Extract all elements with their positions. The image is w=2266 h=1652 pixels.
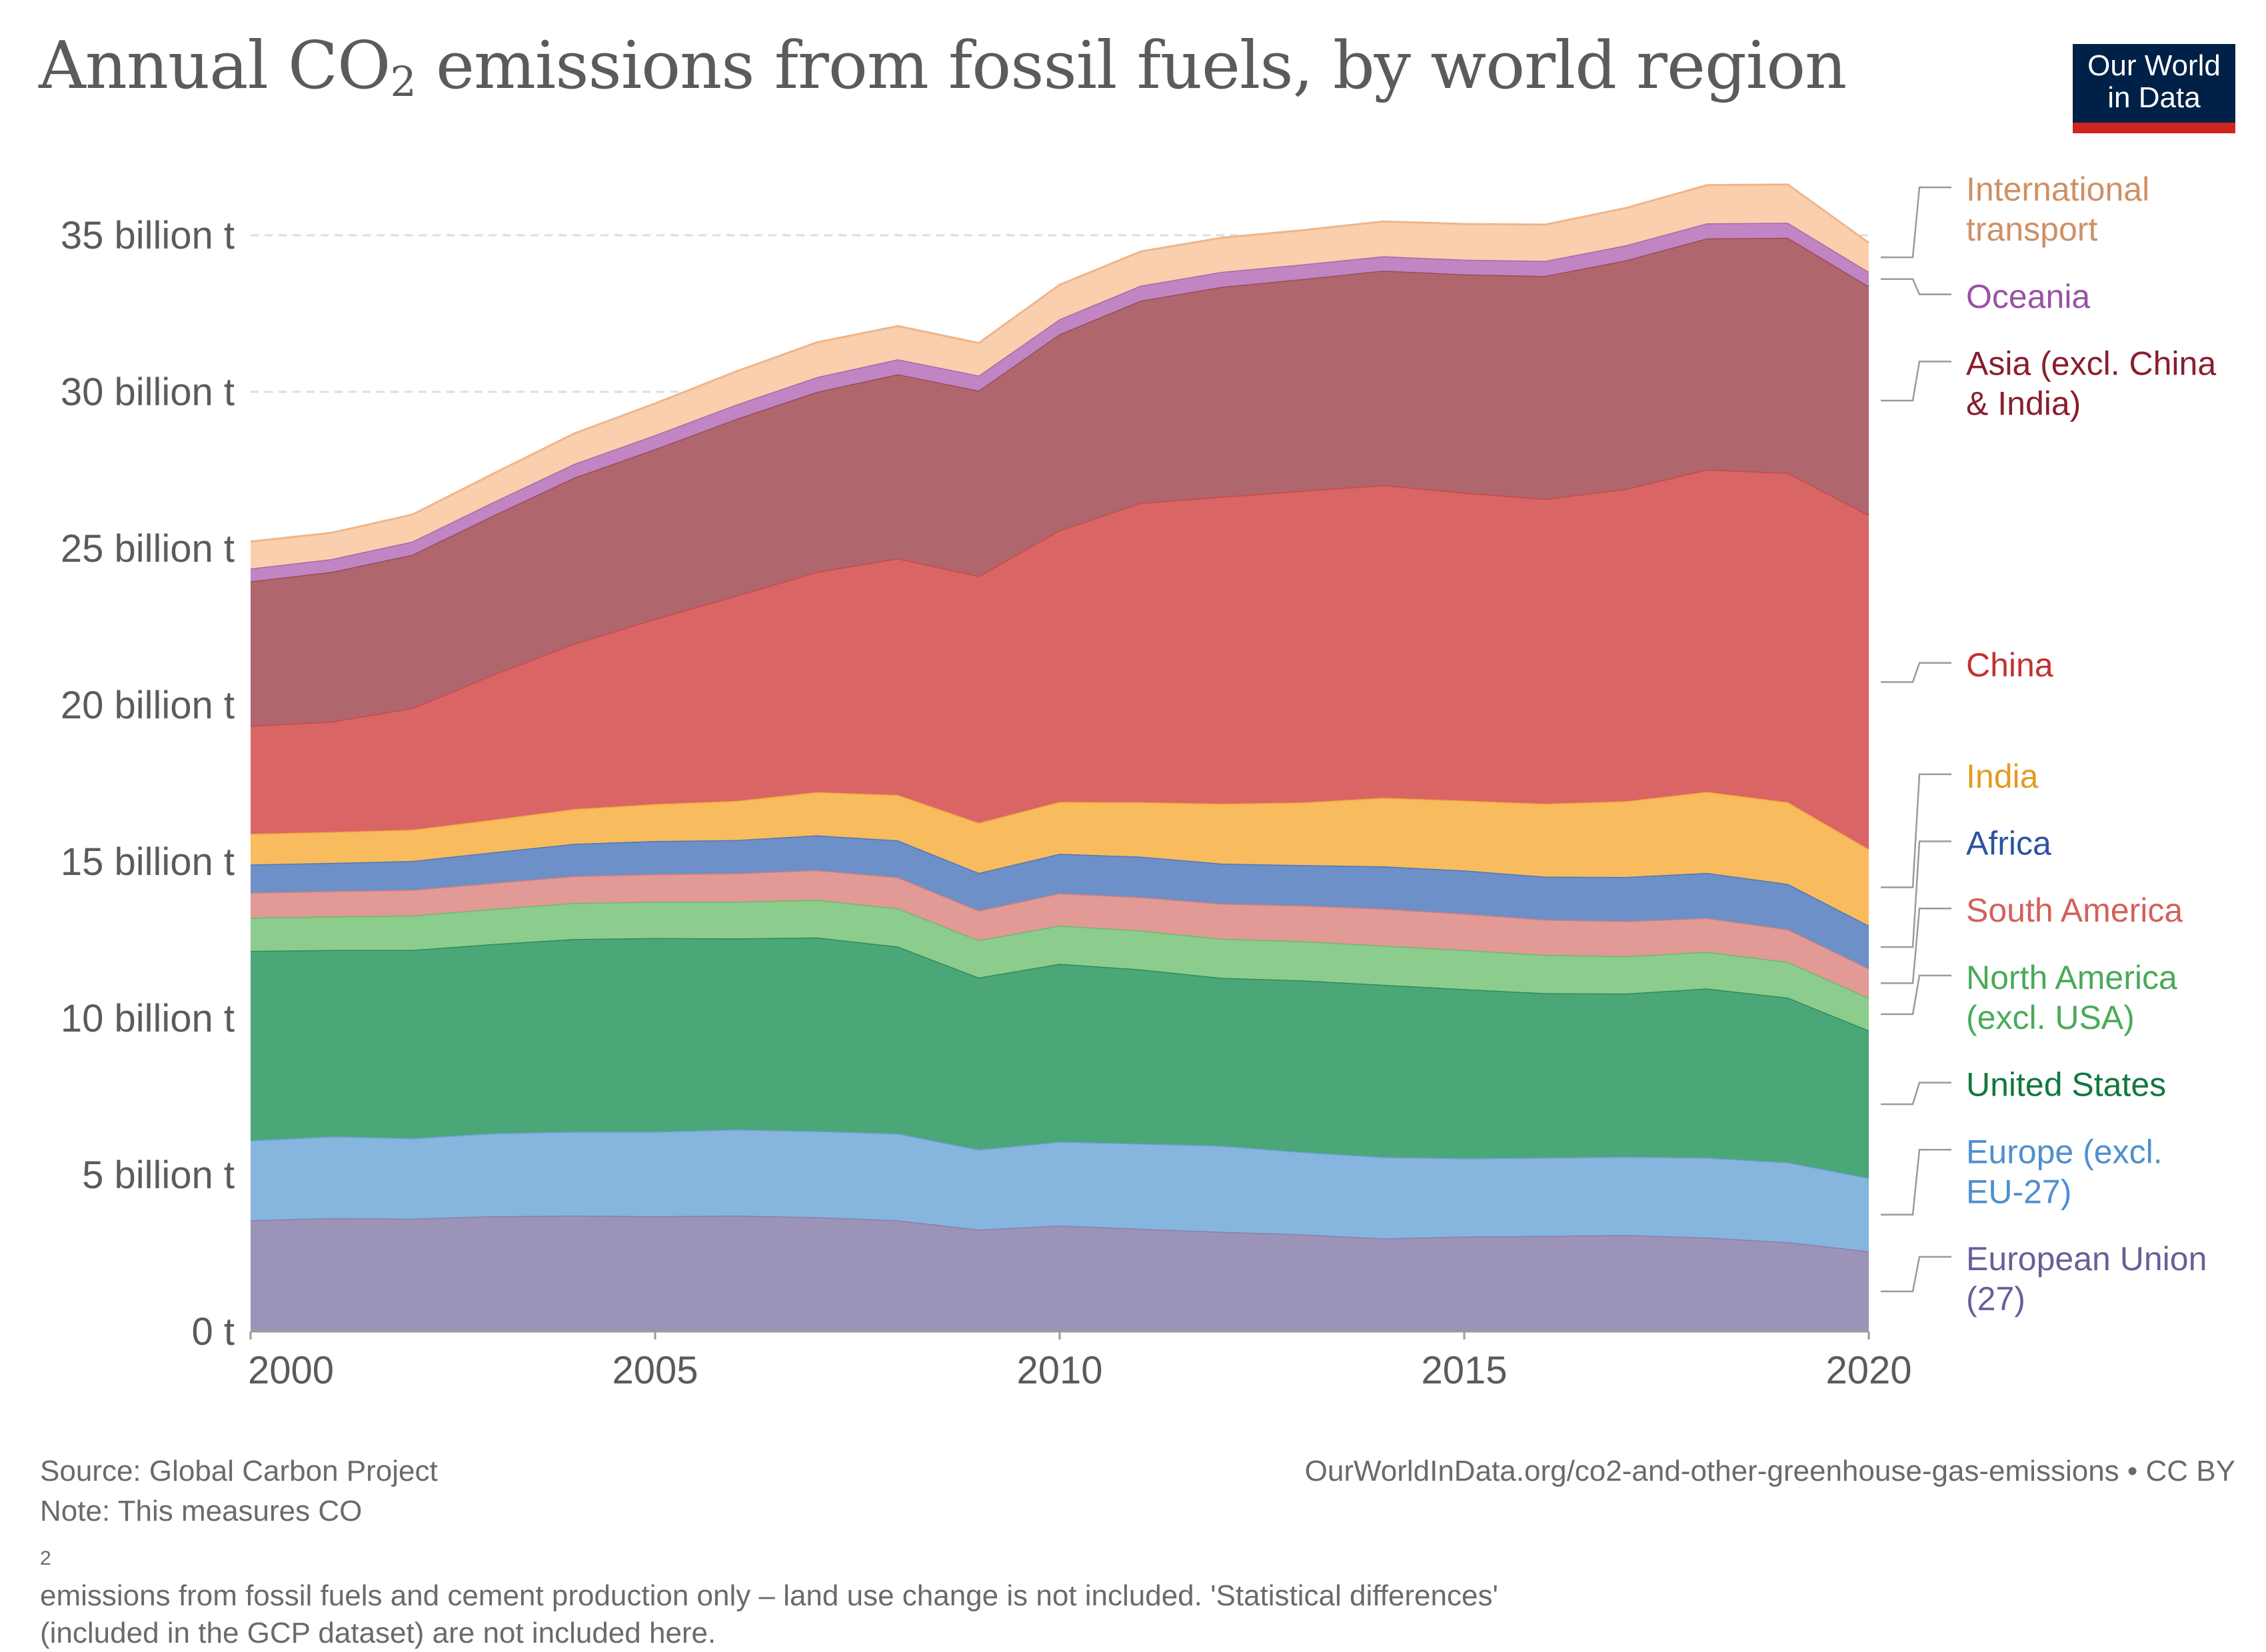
label-connector-china: [1881, 662, 1951, 683]
x-tick-label-2015: 2015: [1421, 1349, 1507, 1392]
footnote-line-2: (included in the GCP dataset) are not in…: [40, 1616, 716, 1649]
area-united-states[interactable]: [251, 937, 1869, 1178]
area-africa[interactable]: [251, 835, 1869, 969]
label-connector-europe-excl-eu-27: [1881, 1149, 1951, 1216]
series-label-europe-excl-eu-27: Europe (excl.: [1966, 1133, 2163, 1170]
footnote: Note: This measures CO 2 emissions from f…: [40, 1493, 1498, 1652]
axes: 0 t 5 billion t 10 billion t 15 billion t 20…: [61, 214, 1912, 1392]
y-tick-label-30: 30 billion t: [61, 371, 235, 414]
series-label-north-america-excl-usa: North America: [1966, 959, 2177, 996]
area-china[interactable]: [251, 469, 1869, 850]
series-label-oceania: Oceania: [1966, 278, 2090, 315]
series-label-united-states: United States: [1966, 1066, 2166, 1104]
label-connector-oceania: [1881, 278, 1951, 296]
y-tick-label-20: 20 billion t: [61, 684, 235, 727]
series-label-europe-excl-eu-27-line-2: EU-27): [1966, 1173, 2071, 1210]
y-tick-label-0: 0 t: [192, 1310, 235, 1353]
chart-title: Annual CO2 emissions from fossil fuels, …: [39, 28, 1847, 106]
series-label-africa: Africa: [1966, 825, 2051, 862]
y-tick-label-5: 5 billion t: [82, 1154, 235, 1197]
series-label-north-america-excl-usa-line-2: (excl. USA): [1966, 999, 2135, 1036]
stacked-area-chart: 0 t 5 billion t 10 billion t 15 billion t 20…: [61, 171, 2217, 1392]
y-tick-label-35: 35 billion t: [61, 214, 235, 257]
y-tick-label-25: 25 billion t: [61, 527, 235, 570]
label-connector-north-america-excl-usa: [1881, 974, 1951, 1016]
series-label-european-union-27: European Union: [1966, 1240, 2207, 1277]
series-label-international-transport: International: [1966, 171, 2149, 208]
area-series-group: [250, 183, 1869, 1331]
label-connector-international-transport: [1881, 186, 1951, 259]
area-edge-10: [250, 183, 1869, 543]
source-text: Source: Global Carbon Project: [40, 1455, 438, 1487]
area-south-america[interactable]: [251, 870, 1869, 998]
label-connector-asia-excl-china-india: [1881, 361, 1951, 402]
label-connector-africa: [1881, 840, 1951, 948]
area-europe-excl-eu-27[interactable]: [251, 1129, 1869, 1251]
logo-line-2: in Data: [2107, 81, 2201, 114]
area-oceania[interactable]: [251, 223, 1869, 582]
series-label-china: China: [1966, 646, 2053, 684]
label-connector-south-america: [1881, 907, 1951, 984]
source-url-link[interactable]: OurWorldInData.org/co2-and-other-greenho…: [1304, 1455, 2235, 1487]
series-label-india: India: [1966, 758, 2039, 795]
area-european-union-27[interactable]: [251, 1216, 1869, 1331]
area-north-america-excl-usa[interactable]: [251, 900, 1869, 1031]
area-international-transport[interactable]: [251, 184, 1869, 569]
area-india[interactable]: [251, 792, 1869, 926]
label-connector-european-union-27: [1881, 1255, 1951, 1293]
logo-line-1: Our World: [2087, 49, 2221, 82]
area-asia-excl-china-india[interactable]: [251, 237, 1869, 726]
series-label-asia-excl-china-india-line-2: & India): [1966, 385, 2081, 422]
x-tick-label-2020: 2020: [1825, 1349, 1911, 1392]
footnote-line-1: Note: This measures CO 2 emissions from f…: [40, 1495, 1498, 1612]
series-label-south-america: South America: [1966, 892, 2183, 929]
label-connector-united-states: [1881, 1082, 1951, 1106]
y-tick-label-15: 15 billion t: [61, 840, 235, 884]
label-connector-india: [1881, 773, 1951, 888]
owid-logo[interactable]: Our World in Data: [2073, 44, 2235, 133]
series-label-european-union-27-line-2: (27): [1966, 1280, 2025, 1317]
series-label-asia-excl-china-india: Asia (excl. China: [1966, 345, 2216, 382]
x-tick-label-2010: 2010: [1016, 1349, 1102, 1392]
x-tick-label-2005: 2005: [612, 1349, 698, 1392]
series-label-international-transport-line-2: transport: [1966, 211, 2097, 248]
x-tick-label-2000: 2000: [248, 1349, 334, 1392]
y-tick-label-10: 10 billion t: [61, 997, 235, 1040]
